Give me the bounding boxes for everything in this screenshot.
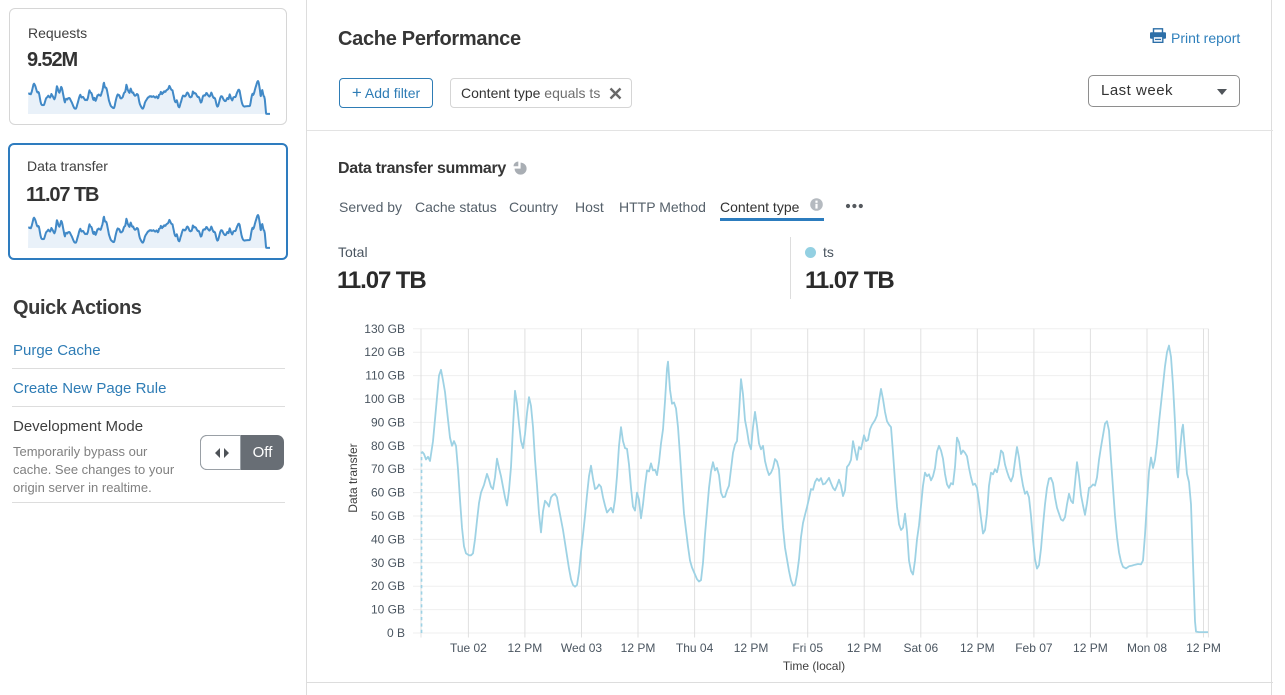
svg-text:0 B: 0 B — [387, 626, 405, 640]
svg-text:70 GB: 70 GB — [371, 462, 405, 476]
svg-text:50 GB: 50 GB — [371, 509, 405, 523]
svg-text:40 GB: 40 GB — [371, 532, 405, 546]
svg-text:120 GB: 120 GB — [364, 345, 405, 359]
svg-text:Fri 05: Fri 05 — [792, 641, 823, 655]
svg-text:Time (local): Time (local) — [783, 659, 845, 673]
svg-text:12 PM: 12 PM — [508, 641, 543, 655]
svg-text:Feb 07: Feb 07 — [1015, 641, 1053, 655]
svg-text:10 GB: 10 GB — [371, 603, 405, 617]
svg-text:Mon 08: Mon 08 — [1127, 641, 1167, 655]
svg-text:12 PM: 12 PM — [960, 641, 995, 655]
svg-text:110 GB: 110 GB — [365, 369, 405, 383]
svg-text:Tue 02: Tue 02 — [450, 641, 487, 655]
svg-text:30 GB: 30 GB — [371, 556, 405, 570]
svg-text:12 PM: 12 PM — [1073, 641, 1108, 655]
svg-text:12 PM: 12 PM — [847, 641, 882, 655]
svg-text:90 GB: 90 GB — [371, 415, 405, 429]
svg-text:Sat 06: Sat 06 — [903, 641, 938, 655]
svg-text:12 PM: 12 PM — [1186, 641, 1221, 655]
svg-text:60 GB: 60 GB — [371, 486, 405, 500]
svg-text:12 PM: 12 PM — [734, 641, 769, 655]
svg-text:100 GB: 100 GB — [364, 392, 405, 406]
svg-text:12 PM: 12 PM — [621, 641, 656, 655]
svg-text:Data transfer: Data transfer — [346, 443, 360, 512]
svg-text:20 GB: 20 GB — [371, 579, 405, 593]
svg-text:80 GB: 80 GB — [371, 439, 405, 453]
svg-text:Wed 03: Wed 03 — [561, 641, 602, 655]
svg-text:Thu 04: Thu 04 — [676, 641, 714, 655]
svg-text:130 GB: 130 GB — [364, 322, 405, 336]
